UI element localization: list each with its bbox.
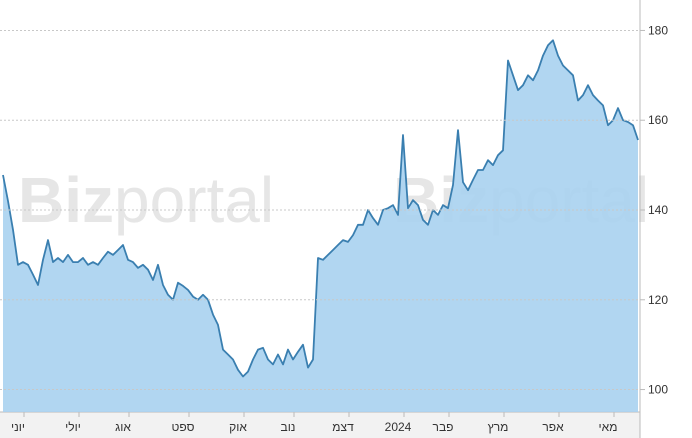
x-tick-label: מרץ [488,420,509,434]
y-tick-label: 100 [648,383,668,397]
area-fill [3,40,638,413]
y-tick-label: 180 [648,23,668,37]
watermark-bold: Biz [18,164,114,236]
watermark-light: portal [114,164,274,236]
x-tick-label: אפר [542,420,564,434]
x-tick-label: נוב [281,420,296,434]
x-tick-label: דצמ [332,420,354,434]
y-tick-label: 160 [648,113,668,127]
x-tick-label: אוג [115,420,131,434]
x-tick-label: יולי [65,420,81,434]
x-tick-label: ספט [172,420,195,434]
y-tick-label: 120 [648,293,668,307]
x-tick-label: מאי [599,420,618,434]
x-tick-label: 2024 [385,420,412,434]
x-axis-band [0,412,640,438]
x-tick-label: יוני [11,420,25,434]
x-tick-label: אוק [229,420,247,434]
watermark-text: Bizportal [18,164,274,236]
line [2,39,639,378]
x-tick-label: פבר [433,420,454,434]
y-tick-label: 140 [648,203,668,217]
